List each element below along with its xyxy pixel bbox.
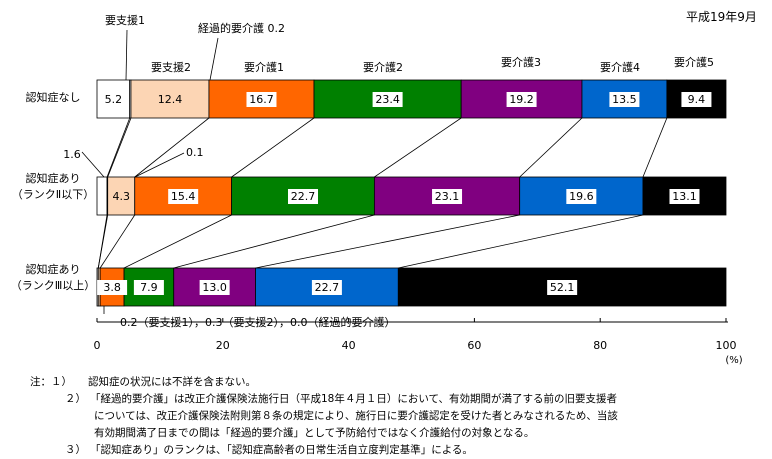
value-label: 12.4 xyxy=(158,93,183,106)
category-label: （ランクⅡ以下） xyxy=(12,188,94,201)
callout-label: 0.1 xyxy=(186,146,204,159)
survey-date: 平成19年9月 xyxy=(686,10,757,24)
x-tick-label: 0 xyxy=(94,339,101,352)
connector-line xyxy=(374,117,462,178)
connector-line xyxy=(173,214,375,269)
value-label: 23.1 xyxy=(435,190,460,203)
leader-line xyxy=(209,37,219,81)
connector-line xyxy=(107,117,132,178)
value-label: 19.6 xyxy=(569,190,594,203)
note-2-cont-2: 有効期間満了日までの間は「経過的要介護」として予防給付ではなく介護給付の対象とな… xyxy=(94,427,535,439)
value-label-bg xyxy=(287,189,318,204)
value-label-bg xyxy=(669,189,700,204)
note-2: ２） 「経過的要介護」は改正介護保険法施行日（平成18年４月１日）において、有効期… xyxy=(65,393,618,405)
value-label: 7.9 xyxy=(140,281,158,294)
connector-line xyxy=(134,117,210,178)
series-label: 要介護2 xyxy=(363,60,403,74)
series-label: 要支援2 xyxy=(151,60,191,74)
value-label-bg xyxy=(609,92,640,107)
connector-line xyxy=(642,117,668,178)
series-label: 要介護1 xyxy=(244,60,284,74)
value-label: 22.7 xyxy=(315,281,340,294)
connector-line xyxy=(398,214,644,269)
value-label: 13.0 xyxy=(202,281,227,294)
note-2-cont-1: については、改正介護保険法附則第８条の規定により、施行日に要介護認定を受けた者と… xyxy=(94,410,618,422)
value-label-bg xyxy=(168,189,199,204)
series-label: 要支援1 xyxy=(105,13,145,27)
category-label: 認知症なし xyxy=(26,90,81,104)
x-unit-label: (%) xyxy=(725,355,742,366)
note-3: ３） 「認知症あり」のランクは、「認知症高齢者の日常生活自立度判定基準」による。 xyxy=(65,444,473,456)
x-tick-label: 80 xyxy=(593,339,607,352)
value-label: 4.3 xyxy=(112,190,130,203)
value-label: 3.8 xyxy=(103,281,121,294)
bar-segment xyxy=(96,79,131,119)
value-label: 13.5 xyxy=(612,93,637,106)
value-label-bg xyxy=(547,280,578,295)
value-label: 5.2 xyxy=(105,93,123,106)
x-tick-label: 40 xyxy=(342,339,356,352)
value-label-bg xyxy=(246,92,277,107)
category-label: （ランクⅢ以上） xyxy=(11,279,96,292)
value-label-bg xyxy=(311,280,342,295)
connector-line xyxy=(519,117,583,178)
value-label: 23.4 xyxy=(375,93,400,106)
leader-line xyxy=(125,29,128,81)
series-label: 経過的要介護 0.2 xyxy=(198,21,285,35)
notes: 注：１） 認知症の状況には不詳を含まない。 ２） 「経過的要介護」は改正介護保険法施… xyxy=(30,374,618,459)
x-tick-label: 60 xyxy=(467,339,481,352)
x-tick-label: 20 xyxy=(216,339,230,352)
value-label: 13.1 xyxy=(672,190,697,203)
bottom-note: 0.2（要支援1），0.3（要支援2），0.0（経過的要介護） xyxy=(120,315,395,329)
category-label: 認知症あり xyxy=(26,171,81,185)
value-label-bg xyxy=(566,189,597,204)
value-label: 16.7 xyxy=(249,93,274,106)
value-label-bg xyxy=(199,280,230,295)
connector-line xyxy=(231,117,315,178)
value-label-bg xyxy=(432,189,463,204)
callout-line xyxy=(81,151,105,178)
note-1: 注：１） 認知症の状況には不詳を含まない。 xyxy=(30,376,256,388)
value-label-bg xyxy=(133,280,164,295)
bar-segment xyxy=(96,176,108,216)
series-label: 要介護3 xyxy=(501,55,541,69)
value-label: 22.7 xyxy=(291,190,316,203)
series-label: 要介護4 xyxy=(600,60,640,74)
value-label: 19.2 xyxy=(509,93,534,106)
value-label-bg xyxy=(681,92,712,107)
connector-line xyxy=(123,214,232,269)
x-tick-label: 100 xyxy=(716,339,737,352)
value-label: 15.4 xyxy=(171,190,196,203)
connector-line xyxy=(255,214,520,269)
value-label-bg xyxy=(506,92,537,107)
connector-line xyxy=(99,214,136,269)
value-label: 52.1 xyxy=(550,281,575,294)
value-label-bg xyxy=(372,92,403,107)
value-label-bg xyxy=(97,280,128,295)
connector-line xyxy=(106,117,131,178)
value-label: 9.4 xyxy=(688,93,706,106)
callout-line xyxy=(134,152,185,178)
connector-line xyxy=(97,214,109,269)
callout-label: 1.6 xyxy=(63,148,81,161)
stacked-bar-chart: 0 20 40 60 80 100 (%) 5.2 12.4 16.7 23.4 19.2 13.5 9.… xyxy=(11,13,743,366)
category-label: 認知症あり xyxy=(26,262,81,276)
series-label: 要介護5 xyxy=(674,55,714,69)
